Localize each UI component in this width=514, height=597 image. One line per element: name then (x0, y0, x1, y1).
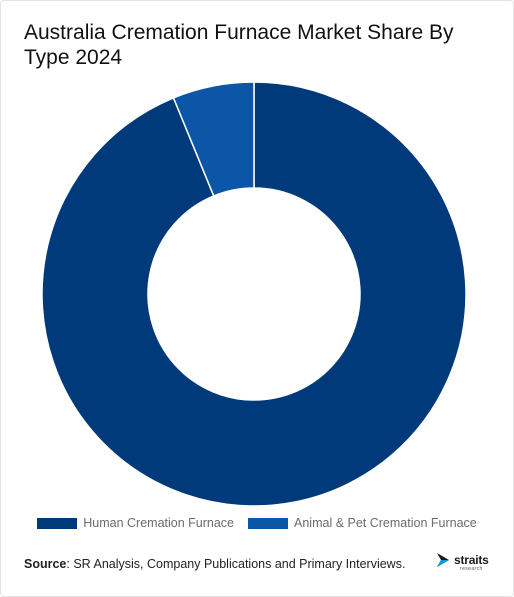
source-text: : SR Analysis, Company Publications and … (66, 557, 406, 571)
legend-item-animal-pet[interactable]: Animal & Pet Cremation Furnace (248, 516, 477, 530)
legend: Human Cremation Furnace Animal & Pet Cre… (0, 516, 514, 530)
legend-label-animal-pet: Animal & Pet Cremation Furnace (294, 516, 477, 530)
legend-label-human: Human Cremation Furnace (83, 516, 235, 530)
straits-research-logo[interactable]: straits research (436, 552, 496, 574)
source-note: Source: SR Analysis, Company Publication… (24, 557, 405, 571)
legend-item-human[interactable]: Human Cremation Furnace (37, 516, 234, 530)
chart-title: Australia Cremation Furnace Market Share… (24, 21, 454, 69)
slice-human-cremation-furnace[interactable] (41, 81, 467, 507)
legend-swatch-animal-pet (248, 517, 289, 529)
logo-subtext: research (460, 566, 483, 572)
source-label: Source (24, 557, 67, 571)
legend-swatch-human (37, 517, 78, 529)
logo-wordmark: straits (454, 553, 489, 567)
straits-arrow-icon (437, 553, 449, 567)
slice-animal-pet-cremation-furnace[interactable] (172, 81, 255, 197)
